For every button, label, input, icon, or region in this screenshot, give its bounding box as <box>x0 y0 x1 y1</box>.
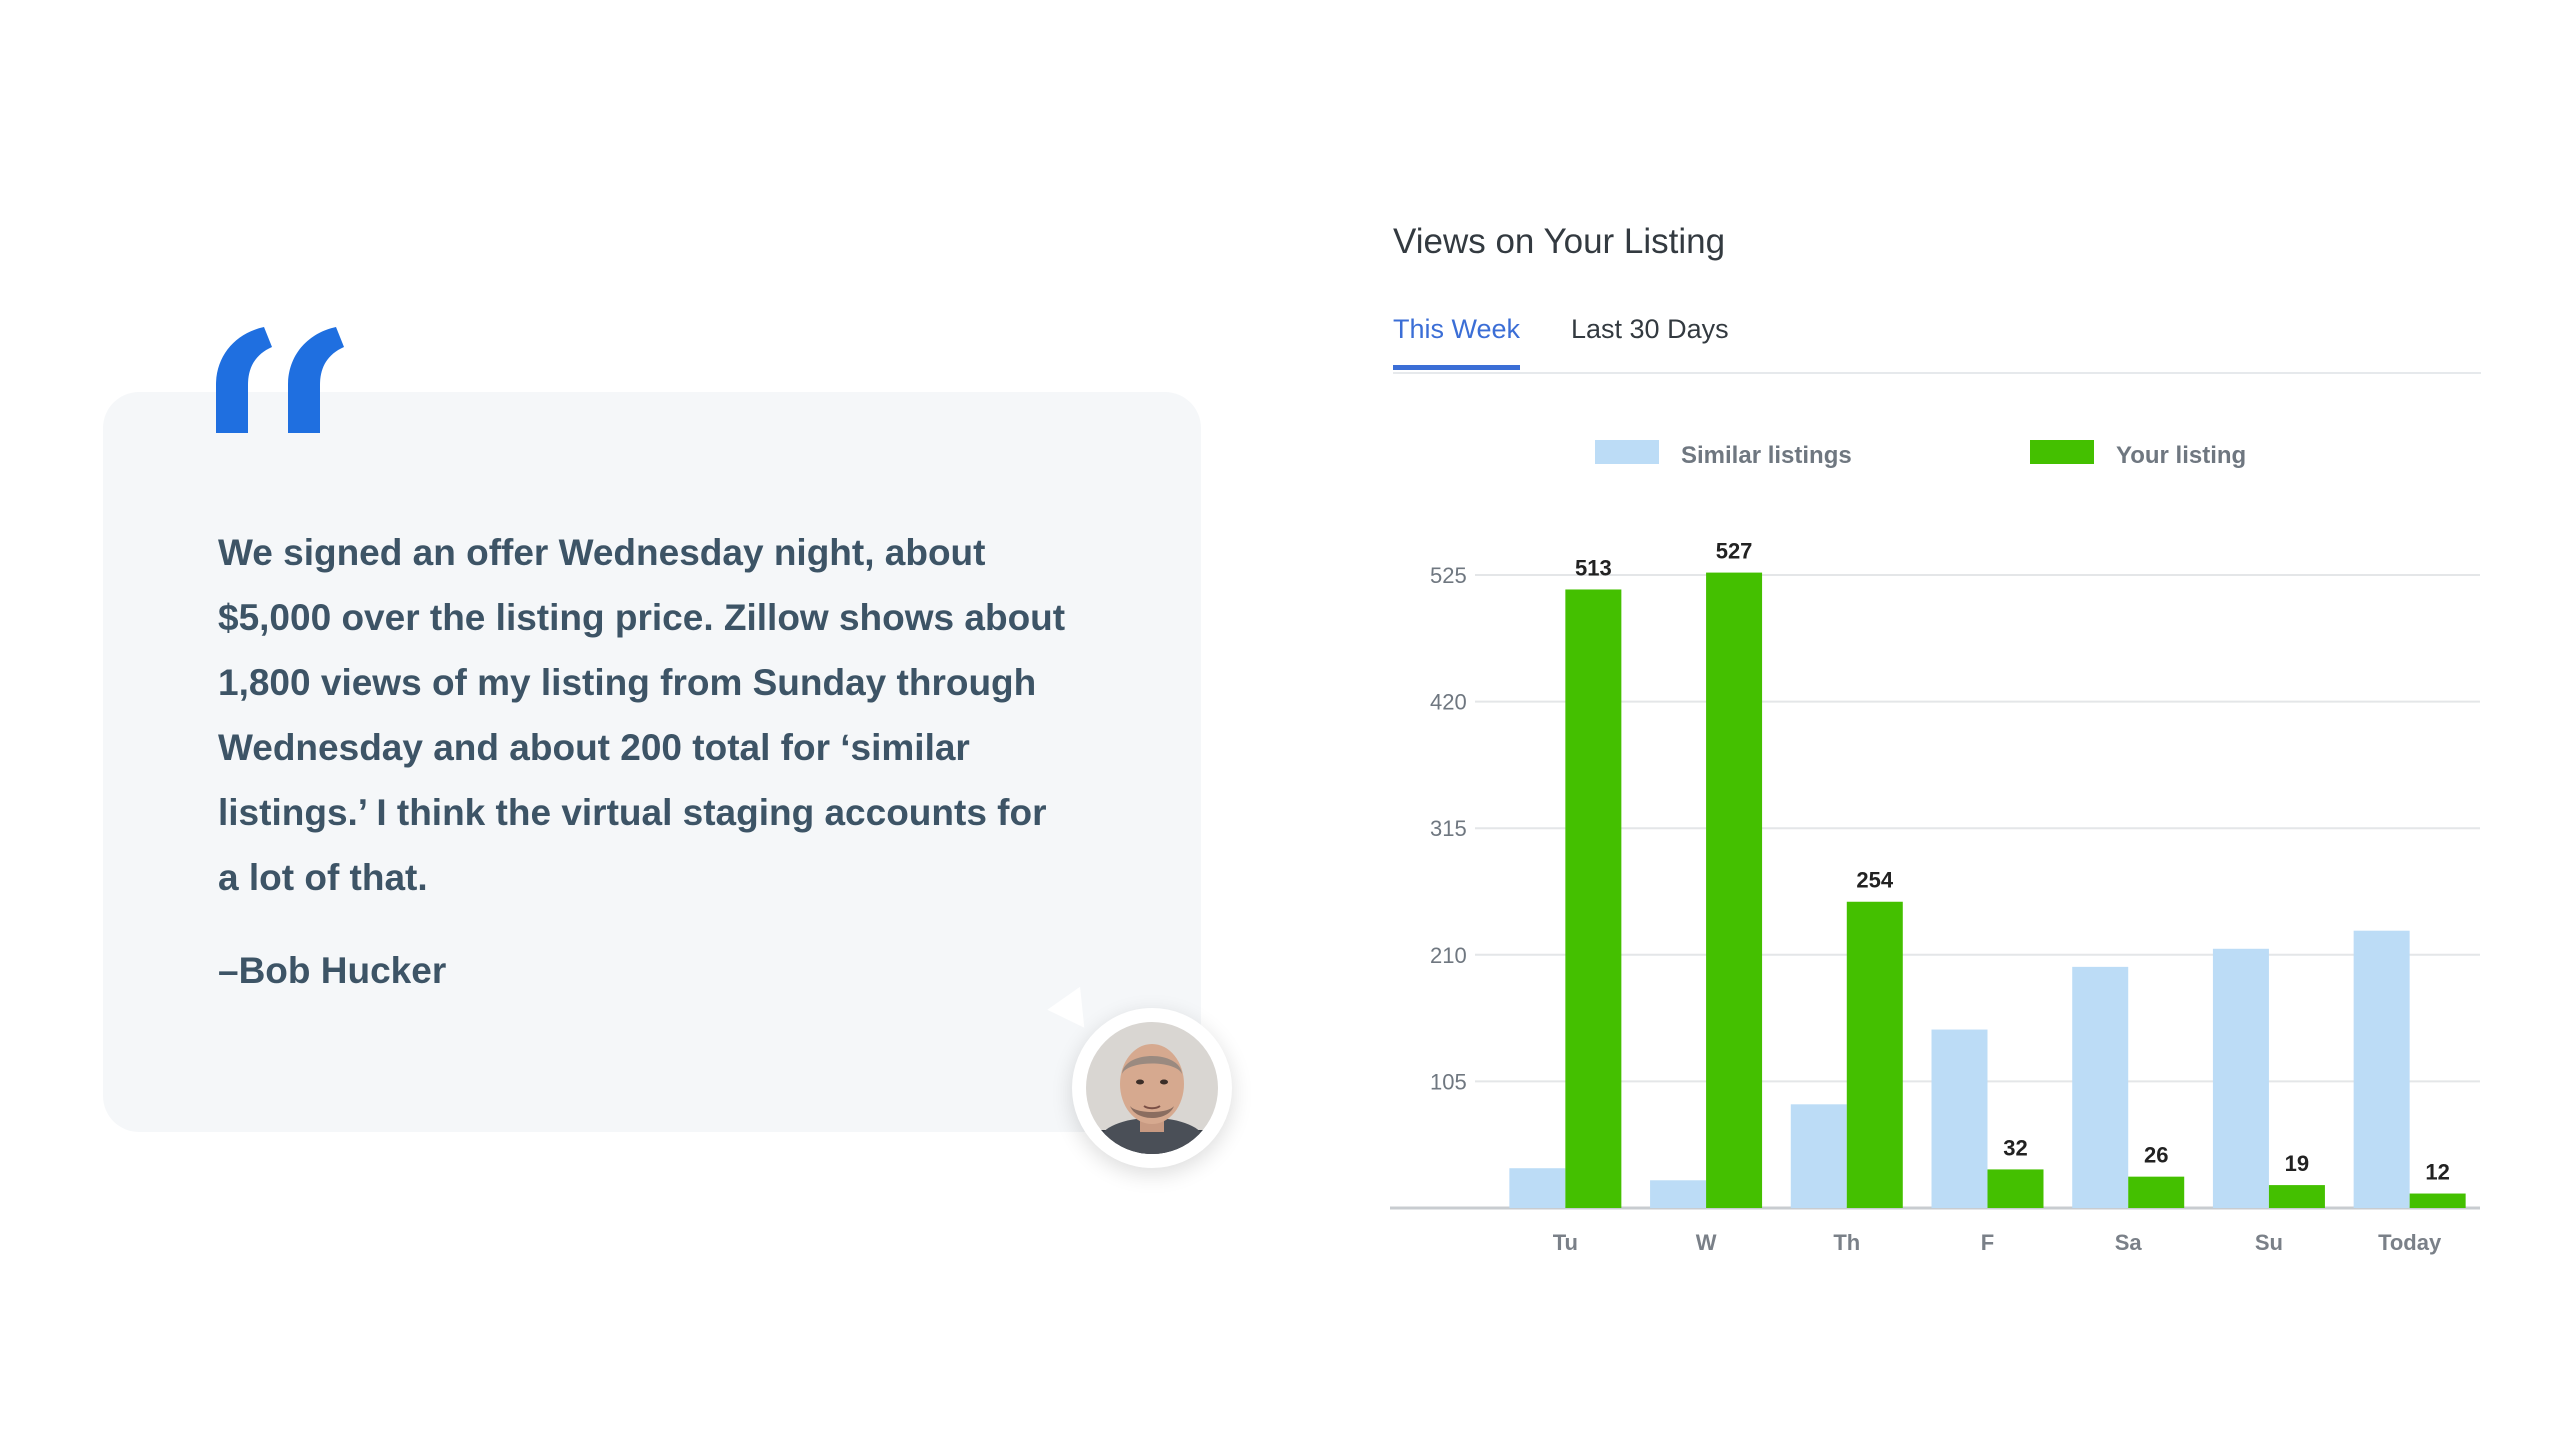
person-avatar-icon <box>1086 1022 1218 1154</box>
legend-label-your: Your listing <box>2116 442 2247 469</box>
y-tick-label: 210 <box>1430 943 1467 968</box>
bar-chart: 105 210 315 420 525 513 Tu 527 W 254 Th 32 F 26 Sa 19 Su… <box>1390 539 2480 1255</box>
x-tick-label: Th <box>1833 1230 1860 1255</box>
legend-label-similar: Similar listings <box>1681 442 1852 469</box>
x-tick-label: F <box>1981 1230 1994 1255</box>
x-tick-label: Su <box>2255 1230 2283 1255</box>
y-tick-label: 525 <box>1430 563 1467 588</box>
x-tick-label: W <box>1696 1230 1717 1255</box>
data-label: 254 <box>1856 868 1893 893</box>
data-label: 32 <box>2003 1135 2027 1160</box>
bar-your-listing <box>1987 1169 2044 1208</box>
bar-your-listing <box>2128 1176 2185 1208</box>
bar-similar-listings <box>2072 966 2129 1208</box>
data-label: 26 <box>2144 1143 2168 1168</box>
bar-your-listing <box>1706 572 1763 1208</box>
tab-this-week[interactable]: This Week <box>1393 314 1521 370</box>
data-label: 527 <box>1716 539 1753 564</box>
testimonial-quote: We signed an offer Wednesday night, abou… <box>218 532 1066 898</box>
testimonial-card <box>103 392 1201 1132</box>
data-label: 19 <box>2285 1151 2309 1176</box>
y-tick-label: 315 <box>1430 816 1467 841</box>
x-tick-label: Tu <box>1553 1230 1578 1255</box>
quote-mark-icon <box>216 327 344 433</box>
y-tick-label: 420 <box>1430 690 1467 715</box>
bar-your-listing <box>1565 589 1622 1208</box>
bar-similar-listings <box>2353 930 2410 1208</box>
chart-tabs: This Week Last 30 Days <box>1393 300 2481 374</box>
bar-your-listing <box>1846 901 1903 1208</box>
legend-swatch-your <box>2030 440 2094 464</box>
bar-similar-listings <box>2212 948 2269 1208</box>
bar-your-listing <box>2409 1193 2466 1208</box>
tab-last-30-days[interactable]: Last 30 Days <box>1571 314 1729 344</box>
bar-similar-listings <box>1790 1104 1847 1208</box>
data-label: 513 <box>1575 555 1612 580</box>
testimonial-author: –Bob Hucker <box>218 950 447 991</box>
legend-swatch-similar <box>1595 440 1659 464</box>
x-tick-label: Today <box>2378 1230 2442 1255</box>
bar-similar-listings <box>1931 1029 1988 1208</box>
data-label: 12 <box>2425 1160 2449 1185</box>
bar-similar-listings <box>1509 1168 1566 1208</box>
bar-similar-listings <box>1650 1180 1707 1208</box>
y-tick-label: 105 <box>1430 1069 1467 1094</box>
bar-your-listing <box>2268 1185 2325 1208</box>
chart-title: Views on Your Listing <box>1393 222 1726 261</box>
x-tick-label: Sa <box>2115 1230 2143 1255</box>
avatar <box>1072 1008 1232 1168</box>
